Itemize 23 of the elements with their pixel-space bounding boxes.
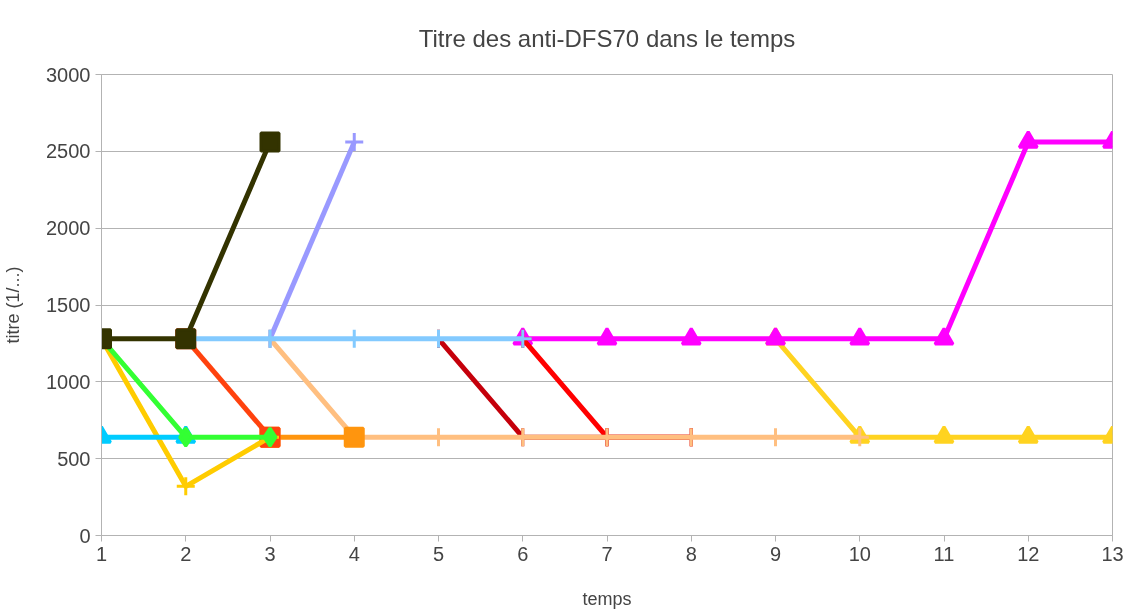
y-tick-label: 2000 (46, 217, 91, 240)
y-tick-label: 2500 (46, 140, 91, 163)
x-tick-label: 1 (95, 542, 108, 565)
y-tick-label: 500 (57, 447, 91, 470)
x-tick-label: 9 (769, 542, 782, 565)
x-tick-label: 5 (432, 542, 445, 565)
y-tick-label: 3000 (46, 63, 91, 86)
x-tick-label: 8 (685, 542, 697, 565)
y-tick-label: 1500 (46, 294, 91, 316)
x-tick-label: 3 (264, 542, 276, 565)
x-axis-title: temps (582, 588, 632, 609)
y-tick-label: 1000 (46, 370, 91, 393)
x-tick-label: 12 (1017, 542, 1040, 565)
y-tick-label: 0 (79, 524, 91, 547)
x-tick-label: 6 (517, 542, 529, 565)
y-axis-title: titre (1/...) (3, 266, 24, 344)
x-tick-label: 4 (348, 542, 360, 565)
x-tick-label: 2 (180, 542, 192, 565)
x-tick-label: 7 (601, 542, 613, 565)
chart-title: Titre des anti-DFS70 dans le temps (418, 25, 796, 52)
x-tick-label: 13 (1101, 542, 1124, 565)
x-tick-label: 11 (933, 542, 955, 565)
x-tick-label: 10 (848, 542, 871, 565)
